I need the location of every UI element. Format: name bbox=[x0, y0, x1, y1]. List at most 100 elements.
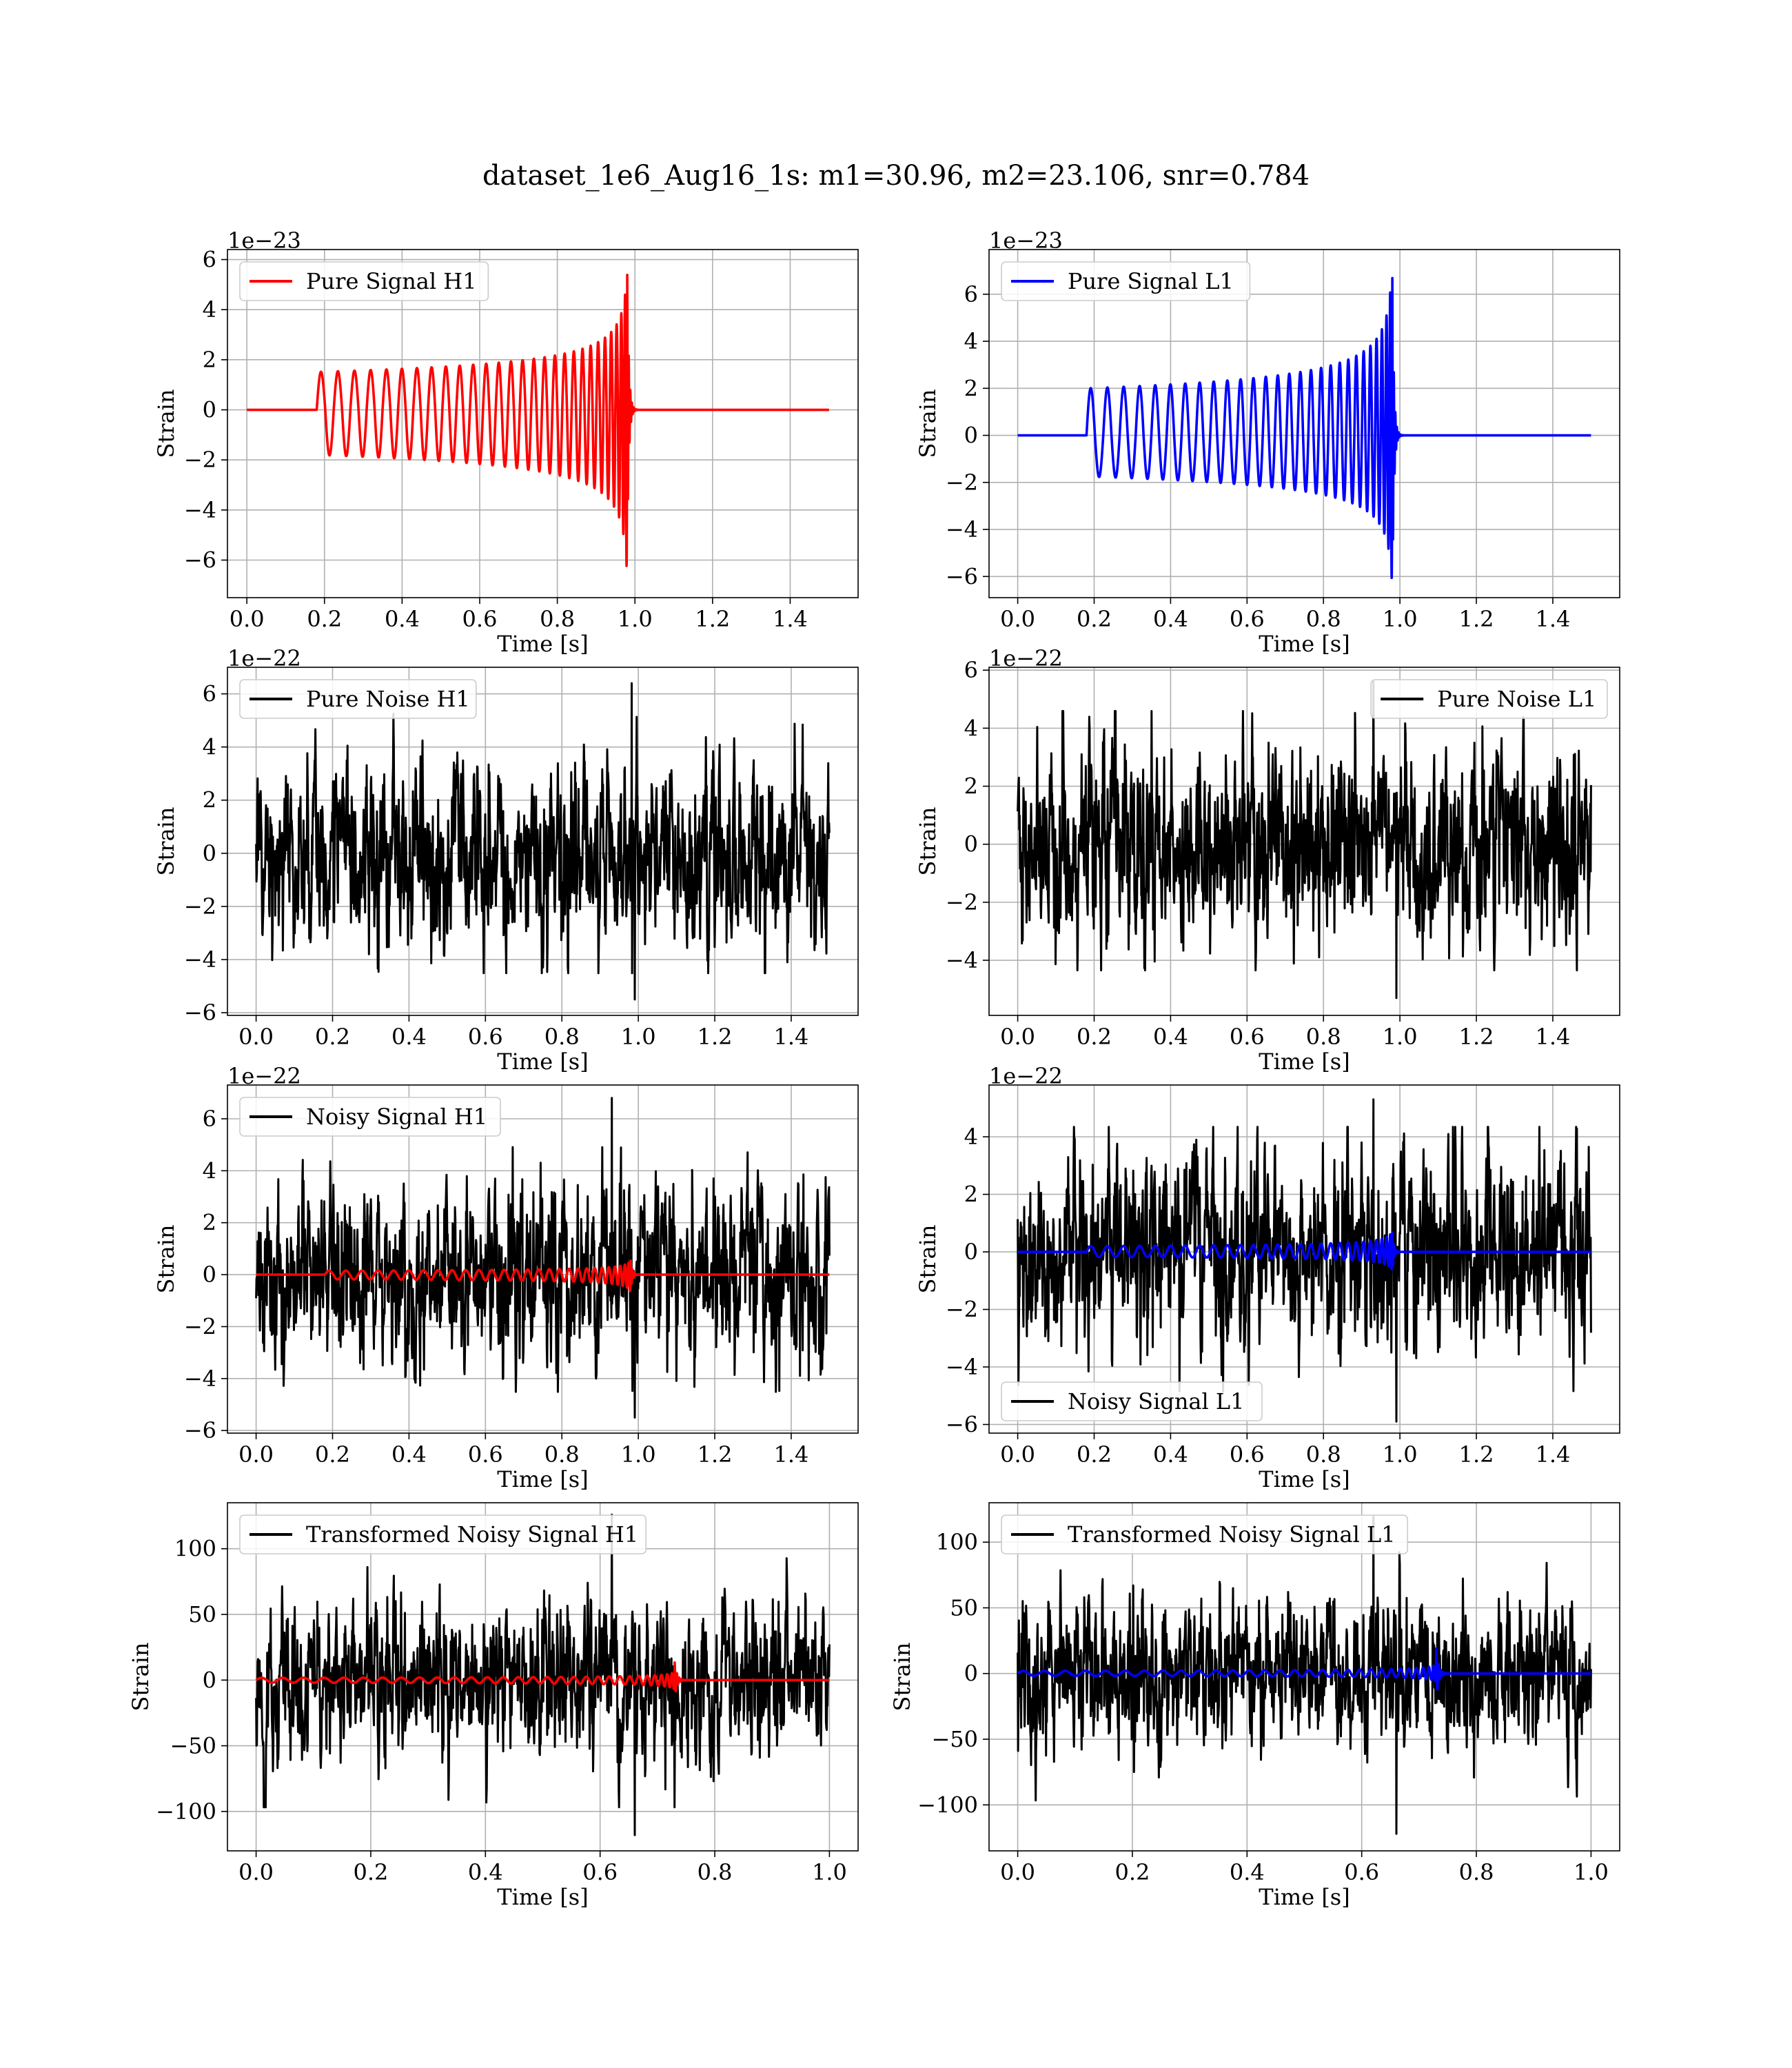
x-tick-label: 0.2 bbox=[1115, 1859, 1150, 1885]
legend-label: Pure Signal L1 bbox=[1068, 268, 1234, 294]
legend: Pure Signal H1 bbox=[239, 261, 489, 301]
noise-series-line bbox=[255, 1513, 831, 1836]
y-tick-label: −2 bbox=[946, 469, 978, 496]
x-tick-label: 1.2 bbox=[1459, 1024, 1494, 1050]
y-tick-label: −4 bbox=[946, 947, 978, 973]
x-tick-label: 0.0 bbox=[238, 1441, 274, 1468]
y-axis-label: Strain bbox=[915, 807, 941, 876]
y-tick-label: 2 bbox=[964, 1182, 978, 1208]
y-tick-label: −100 bbox=[156, 1798, 216, 1825]
y-tick-label: 6 bbox=[964, 657, 978, 683]
signal-series-line bbox=[254, 1661, 831, 1693]
x-tick-label: 0.4 bbox=[468, 1859, 503, 1885]
y-tick-label: 2 bbox=[964, 773, 978, 800]
x-tick-label: 0.8 bbox=[1306, 606, 1341, 632]
y-offset-label: 1e−23 bbox=[989, 227, 1063, 254]
y-tick-label: −6 bbox=[184, 1000, 216, 1026]
y-offset-label: 1e−22 bbox=[227, 645, 301, 671]
y-tick-label: −100 bbox=[917, 1792, 978, 1818]
noise-series-line bbox=[255, 1097, 831, 1419]
y-axis-label: Strain bbox=[915, 389, 941, 458]
x-tick-label: 0.2 bbox=[315, 1441, 350, 1468]
legend-box bbox=[1001, 1514, 1409, 1554]
plot-area bbox=[254, 1097, 831, 1419]
x-tick-label: 0.2 bbox=[354, 1859, 389, 1885]
y-tick-label: −2 bbox=[946, 889, 978, 915]
x-tick-label: 1.0 bbox=[1383, 606, 1418, 632]
noise-series-line bbox=[255, 682, 831, 1001]
x-tick-label: 0.8 bbox=[540, 606, 575, 632]
legend-label: Pure Signal H1 bbox=[306, 268, 477, 294]
y-tick-label: −6 bbox=[946, 563, 978, 589]
y-tick-label: 4 bbox=[964, 715, 978, 741]
subplot-h1-noisy-3: 0.0 0.2 0.4 0.6 0.8 1.0 −100 −50 0 50 100 Time [s] S… bbox=[128, 1502, 859, 1910]
legend-box bbox=[239, 1514, 647, 1554]
legend-box bbox=[1370, 679, 1608, 719]
axes-frame bbox=[227, 249, 859, 598]
noise-series-line bbox=[1017, 680, 1592, 1000]
x-tick-label: 0.4 bbox=[1153, 1441, 1188, 1468]
legend: Transformed Noisy Signal L1 bbox=[1001, 1514, 1409, 1554]
plot-area bbox=[1016, 1098, 1593, 1423]
y-tick-label: 4 bbox=[964, 328, 978, 354]
signal-series-line bbox=[1016, 1647, 1593, 1691]
y-tick-label: 4 bbox=[964, 1124, 978, 1150]
y-tick-label: 100 bbox=[174, 1536, 216, 1562]
y-tick-label: 4 bbox=[203, 296, 216, 323]
y-axis-label: Strain bbox=[153, 1225, 179, 1294]
x-tick-label: 1.2 bbox=[698, 1441, 733, 1468]
x-axis-label: Time [s] bbox=[1259, 1884, 1350, 1910]
signal-series-line bbox=[254, 1259, 831, 1292]
x-tick-label: 0.2 bbox=[1077, 606, 1112, 632]
y-tick-label: −6 bbox=[184, 547, 216, 574]
x-tick-label: 0.0 bbox=[1000, 1024, 1035, 1050]
x-tick-label: 0.6 bbox=[1230, 1024, 1265, 1050]
y-tick-label: 6 bbox=[203, 681, 216, 707]
plot-area bbox=[1016, 276, 1593, 580]
x-axis-label: Time [s] bbox=[497, 1884, 588, 1910]
axes-frame bbox=[227, 1502, 859, 1852]
x-tick-label: 0.4 bbox=[1153, 1024, 1188, 1050]
x-tick-label: 0.6 bbox=[582, 1859, 618, 1885]
plot-area bbox=[1016, 1514, 1593, 1835]
legend-label: Transformed Noisy Signal H1 bbox=[306, 1521, 638, 1548]
axes-frame bbox=[988, 1502, 1620, 1852]
y-tick-label: 0 bbox=[203, 840, 216, 866]
legend-label: Transformed Noisy Signal L1 bbox=[1068, 1521, 1396, 1548]
x-tick-label: 1.2 bbox=[1459, 1441, 1494, 1468]
y-axis-label: Strain bbox=[128, 1643, 154, 1712]
x-tick-label: 0.8 bbox=[1459, 1859, 1494, 1885]
axes-frame bbox=[988, 1084, 1620, 1434]
noise-series-line bbox=[1017, 1514, 1592, 1835]
plot-area bbox=[1017, 680, 1592, 1000]
subplot-h1-noise-1: 0.0 0.2 0.4 0.6 0.8 1.0 1.2 1.4 −6 −4 −2 0 2 4 6 Time [… bbox=[153, 645, 859, 1075]
subplot-l1-noisy-2: 0.0 0.2 0.4 0.6 0.8 1.0 1.2 1.4 −6 −4 −2 0 2 4 Time [s… bbox=[915, 1063, 1620, 1492]
x-tick-label: 0.8 bbox=[698, 1859, 733, 1885]
x-tick-label: 0.6 bbox=[468, 1441, 503, 1468]
legend: Pure Signal L1 bbox=[1001, 261, 1251, 301]
x-tick-label: 0.2 bbox=[1077, 1024, 1112, 1050]
legend-box bbox=[1001, 1381, 1263, 1421]
x-tick-label: 1.2 bbox=[695, 606, 730, 632]
x-tick-label: 0.0 bbox=[238, 1024, 274, 1050]
y-tick-label: 2 bbox=[203, 787, 216, 813]
x-tick-label: 0.4 bbox=[1230, 1859, 1265, 1885]
x-axis-label: Time [s] bbox=[497, 631, 588, 657]
plot-area bbox=[255, 682, 831, 1001]
y-tick-label: 2 bbox=[964, 375, 978, 401]
x-tick-label: 1.0 bbox=[621, 1441, 656, 1468]
legend: Transformed Noisy Signal H1 bbox=[239, 1514, 647, 1554]
y-tick-label: −4 bbox=[184, 946, 216, 973]
x-tick-label: 0.0 bbox=[1000, 1859, 1035, 1885]
axes-frame bbox=[988, 667, 1620, 1016]
x-tick-label: 0.8 bbox=[544, 1441, 580, 1468]
y-axis-label: Strain bbox=[153, 389, 179, 458]
x-tick-label: 0.2 bbox=[315, 1024, 350, 1050]
x-axis-label: Time [s] bbox=[1259, 631, 1350, 657]
subplot-l1-noise-1: 0.0 0.2 0.4 0.6 0.8 1.0 1.2 1.4 −4 −2 0 2 4 6 Time [s]… bbox=[915, 645, 1620, 1075]
y-tick-label: 0 bbox=[203, 1667, 216, 1693]
plot-area bbox=[254, 1513, 831, 1836]
x-tick-label: 0.8 bbox=[544, 1024, 580, 1050]
y-offset-label: 1e−22 bbox=[227, 1063, 301, 1089]
y-tick-label: −2 bbox=[184, 1313, 216, 1339]
